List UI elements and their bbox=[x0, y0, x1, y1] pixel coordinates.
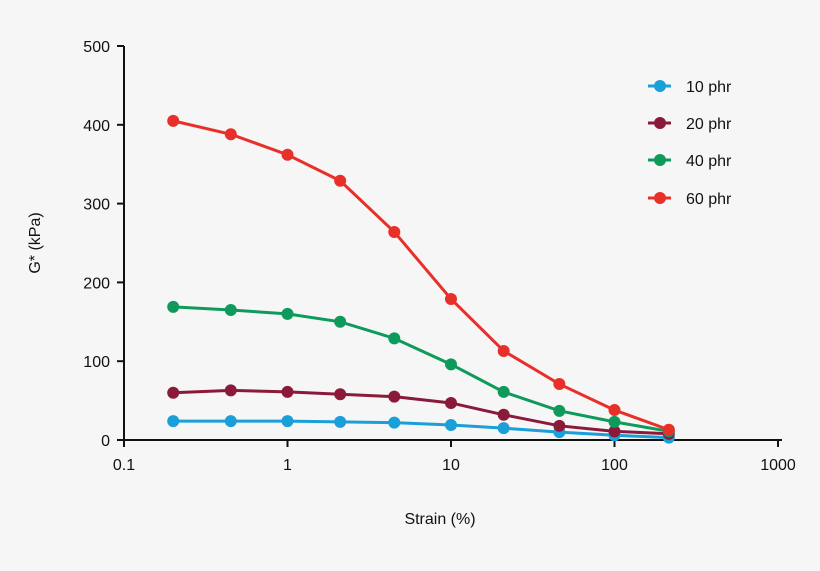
series-60-phr bbox=[167, 114, 675, 436]
data-point bbox=[497, 422, 510, 435]
x-tick-label: 0.1 bbox=[113, 457, 135, 474]
legend-marker bbox=[654, 192, 666, 204]
data-point bbox=[608, 415, 621, 428]
legend-label: 40 phr bbox=[686, 153, 732, 170]
y-axis-label: G* (kPa) bbox=[27, 212, 44, 273]
legend-label: 20 phr bbox=[686, 116, 732, 133]
x-tick-label: 1000 bbox=[760, 457, 796, 474]
legend-item: 40 phr bbox=[648, 153, 732, 170]
data-point bbox=[553, 378, 566, 391]
y-tick-label: 500 bbox=[83, 39, 110, 56]
series-40-phr bbox=[167, 300, 675, 438]
y-tick-label: 100 bbox=[83, 354, 110, 371]
data-point bbox=[281, 385, 294, 398]
data-point bbox=[497, 385, 510, 398]
data-point bbox=[388, 390, 401, 403]
data-point bbox=[334, 174, 347, 187]
data-point bbox=[224, 415, 237, 428]
data-point bbox=[224, 303, 237, 316]
y-tick-label: 200 bbox=[83, 275, 110, 292]
data-point bbox=[388, 332, 401, 345]
legend-marker bbox=[654, 80, 666, 92]
series-line bbox=[173, 419, 669, 440]
data-point bbox=[608, 425, 621, 438]
data-point bbox=[445, 419, 457, 432]
legend-label: 60 phr bbox=[686, 191, 732, 208]
axes: 0.1 1 10 100 1000 0 100 200 300 400 500 bbox=[83, 39, 796, 474]
data-point bbox=[497, 408, 510, 421]
data-point bbox=[224, 128, 237, 141]
legend-marker bbox=[654, 154, 666, 166]
data-point bbox=[224, 384, 237, 397]
data-point bbox=[334, 415, 347, 428]
data-point bbox=[281, 148, 294, 161]
x-axis-label: Strain (%) bbox=[404, 511, 475, 528]
x-tick-label: 1 bbox=[283, 457, 292, 474]
data-point bbox=[497, 344, 510, 357]
data-point bbox=[281, 307, 294, 320]
data-point bbox=[445, 292, 457, 305]
data-point bbox=[334, 315, 347, 328]
data-point bbox=[167, 300, 180, 313]
data-point bbox=[388, 225, 401, 238]
data-point bbox=[167, 415, 180, 428]
data-point bbox=[167, 386, 180, 399]
series-20-phr bbox=[167, 384, 675, 440]
legend: 10 phr 20 phr 40 phr 60 phr bbox=[648, 79, 732, 208]
legend-item: 20 phr bbox=[648, 116, 732, 133]
legend-item: 60 phr bbox=[648, 191, 732, 208]
y-tick-label: 0 bbox=[101, 433, 110, 450]
x-tick-label: 100 bbox=[601, 457, 628, 474]
y-tick-label: 300 bbox=[83, 197, 110, 214]
data-point bbox=[334, 388, 347, 401]
legend-item: 10 phr bbox=[648, 79, 732, 96]
data-point bbox=[388, 416, 401, 429]
series-10-phr bbox=[167, 415, 675, 444]
x-tick-label: 10 bbox=[442, 457, 460, 474]
series-line bbox=[173, 305, 670, 433]
y-tick-label: 400 bbox=[83, 118, 110, 135]
data-point bbox=[608, 404, 621, 417]
series-group bbox=[167, 114, 675, 444]
data-point bbox=[553, 419, 566, 432]
series-line bbox=[173, 388, 669, 436]
data-point bbox=[445, 358, 457, 371]
data-point bbox=[553, 404, 566, 417]
data-point bbox=[167, 114, 180, 127]
data-point bbox=[662, 423, 675, 436]
legend-label: 10 phr bbox=[686, 79, 732, 96]
series-line bbox=[172, 119, 670, 432]
data-point bbox=[281, 415, 294, 428]
data-point bbox=[445, 396, 457, 409]
legend-marker bbox=[654, 117, 666, 129]
